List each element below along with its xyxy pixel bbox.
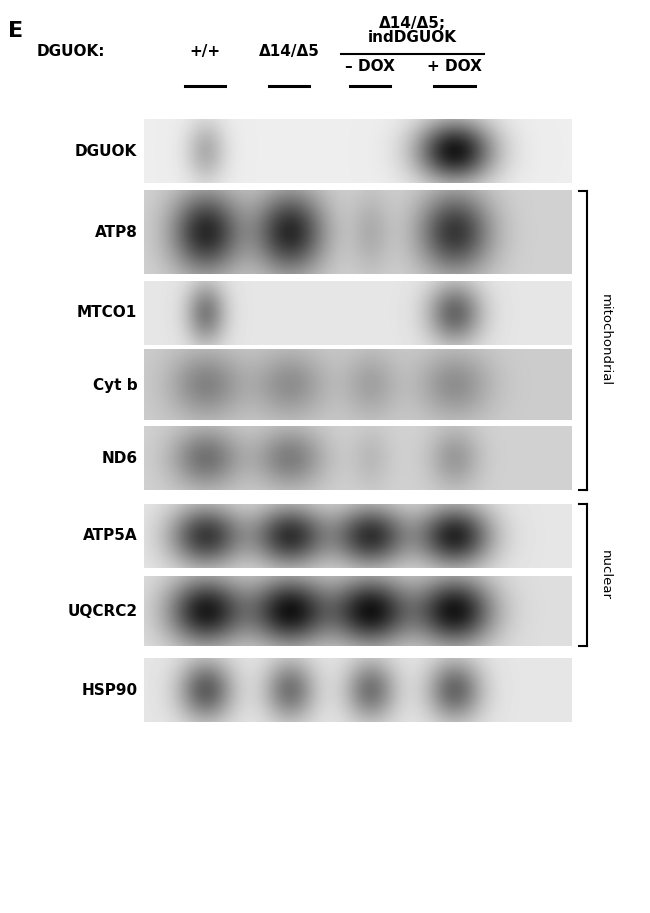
Bar — [144, 281, 571, 344]
Bar — [144, 120, 571, 184]
Text: nuclear: nuclear — [599, 550, 612, 600]
Text: Δ14/Δ5: Δ14/Δ5 — [259, 44, 320, 59]
Text: DGUOK:: DGUOK: — [37, 44, 105, 59]
Text: ND6: ND6 — [101, 451, 137, 466]
Text: mitochondrial: mitochondrial — [599, 294, 612, 386]
Text: – DOX: – DOX — [345, 59, 395, 75]
Text: DGUOK: DGUOK — [75, 144, 137, 159]
Text: indDGUOK: indDGUOK — [368, 30, 457, 46]
Bar — [144, 504, 571, 568]
Bar — [144, 658, 571, 722]
Text: ATP5A: ATP5A — [83, 529, 137, 543]
Bar — [144, 350, 571, 420]
Bar — [144, 191, 571, 275]
Text: + DOX: + DOX — [427, 59, 482, 75]
Text: Cyt b: Cyt b — [93, 378, 137, 393]
Bar — [144, 426, 571, 490]
Text: ATP8: ATP8 — [94, 226, 137, 240]
Text: UQCRC2: UQCRC2 — [67, 603, 137, 619]
Text: Δ14/Δ5;: Δ14/Δ5; — [379, 16, 446, 31]
Text: +/+: +/+ — [190, 44, 221, 59]
Bar — [144, 577, 571, 645]
Text: E: E — [8, 21, 23, 41]
Text: MTCO1: MTCO1 — [77, 305, 137, 320]
Text: HSP90: HSP90 — [81, 683, 137, 698]
